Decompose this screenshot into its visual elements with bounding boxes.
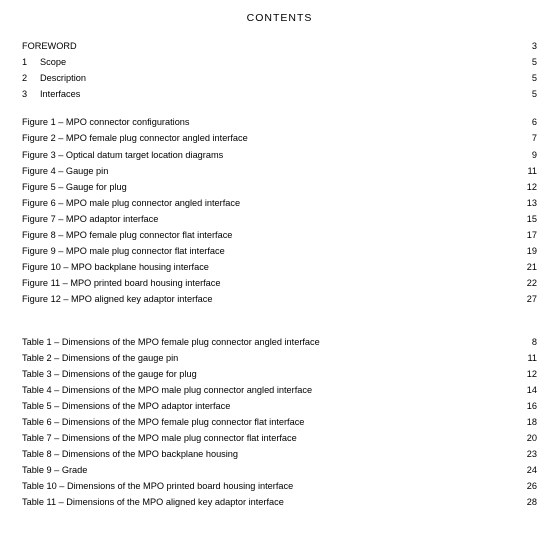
toc-number: 2: [22, 70, 40, 86]
toc-label: Figure 4 – Gauge pin: [22, 163, 108, 179]
toc-page: 20: [523, 430, 537, 446]
toc-entry: 1 Scope 5: [22, 54, 537, 70]
toc-page: 11: [523, 350, 537, 366]
toc-label: Table 5 – Dimensions of the MPO adaptor …: [22, 398, 230, 414]
toc-label: Table 10 – Dimensions of the MPO printed…: [22, 478, 293, 494]
toc-label: Table 3 – Dimensions of the gauge for pl…: [22, 366, 197, 382]
toc-label: Table 11 – Dimensions of the MPO aligned…: [22, 494, 284, 510]
toc-entry: Figure 6 – MPO male plug connector angle…: [22, 195, 537, 211]
toc-entry: Figure 3 – Optical datum target location…: [22, 147, 537, 163]
toc-label: Figure 12 – MPO aligned key adaptor inte…: [22, 291, 213, 307]
toc-label: Table 1 – Dimensions of the MPO female p…: [22, 334, 320, 350]
toc-page: 6: [523, 114, 537, 130]
toc-page: 23: [523, 446, 537, 462]
toc-label: Table 9 – Grade: [22, 462, 87, 478]
contents-page: CONTENTS FOREWORD 3 1 Scope 5 2 Descript…: [0, 0, 555, 554]
toc-entry: 3 Interfaces 5: [22, 86, 537, 102]
toc-page: 15: [523, 211, 537, 227]
toc-entry: Table 6 – Dimensions of the MPO female p…: [22, 414, 537, 430]
toc-page: 21: [523, 259, 537, 275]
toc-label: Table 8 – Dimensions of the MPO backplan…: [22, 446, 238, 462]
toc-entry: Table 9 – Grade 24: [22, 462, 537, 478]
toc-entry: Table 11 – Dimensions of the MPO aligned…: [22, 494, 537, 510]
spacer: [22, 308, 537, 334]
toc-entry: Figure 12 – MPO aligned key adaptor inte…: [22, 291, 537, 307]
toc-page: 18: [523, 414, 537, 430]
toc-label: Figure 7 – MPO adaptor interface: [22, 211, 158, 227]
toc-page: 22: [523, 275, 537, 291]
toc-entry: Table 5 – Dimensions of the MPO adaptor …: [22, 398, 537, 414]
toc-entry: Table 2 – Dimensions of the gauge pin 11: [22, 350, 537, 366]
toc-page: 24: [523, 462, 537, 478]
toc-entry: Figure 2 – MPO female plug connector ang…: [22, 130, 537, 146]
toc-label: Figure 5 – Gauge for plug: [22, 179, 127, 195]
toc-page: 11: [523, 163, 537, 179]
toc-label: Figure 8 – MPO female plug connector fla…: [22, 227, 232, 243]
toc-page: 8: [523, 334, 537, 350]
toc-page: 27: [523, 291, 537, 307]
toc-label: Figure 1 – MPO connector configurations: [22, 114, 190, 130]
toc-entry: Figure 5 – Gauge for plug 12: [22, 179, 537, 195]
toc-label: Figure 9 – MPO male plug connector flat …: [22, 243, 225, 259]
toc-label: Figure 3 – Optical datum target location…: [22, 147, 223, 163]
toc-label: Table 2 – Dimensions of the gauge pin: [22, 350, 178, 366]
toc-entry: Table 4 – Dimensions of the MPO male plu…: [22, 382, 537, 398]
toc-label: Scope: [40, 54, 66, 70]
toc-page: 16: [523, 398, 537, 414]
toc-entry: Figure 11 – MPO printed board housing in…: [22, 275, 537, 291]
toc-entry: Table 10 – Dimensions of the MPO printed…: [22, 478, 537, 494]
toc-page: 9: [523, 147, 537, 163]
toc-page: 13: [523, 195, 537, 211]
toc-number: 3: [22, 86, 40, 102]
toc-entry: Figure 9 – MPO male plug connector flat …: [22, 243, 537, 259]
toc-label: Figure 2 – MPO female plug connector ang…: [22, 130, 248, 146]
toc-label: Interfaces: [40, 86, 80, 102]
toc-page: 12: [523, 179, 537, 195]
toc-page: 7: [523, 130, 537, 146]
toc-page: 26: [523, 478, 537, 494]
toc-entry: Figure 10 – MPO backplane housing interf…: [22, 259, 537, 275]
page-title: CONTENTS: [22, 12, 537, 24]
toc-page: 19: [523, 243, 537, 259]
toc-page: 12: [523, 366, 537, 382]
toc-entry: Figure 8 – MPO female plug connector fla…: [22, 227, 537, 243]
toc-page: 5: [523, 86, 537, 102]
toc-label: FOREWORD: [22, 38, 77, 54]
toc-page: 5: [523, 54, 537, 70]
toc-page: 5: [523, 70, 537, 86]
toc-entry: Table 8 – Dimensions of the MPO backplan…: [22, 446, 537, 462]
toc-label: Description: [40, 70, 86, 86]
toc-entry: Figure 7 – MPO adaptor interface 15: [22, 211, 537, 227]
toc-page: 3: [523, 38, 537, 54]
toc-label: Figure 10 – MPO backplane housing interf…: [22, 259, 209, 275]
toc-label: Table 6 – Dimensions of the MPO female p…: [22, 414, 304, 430]
toc-entry: Figure 4 – Gauge pin 11: [22, 163, 537, 179]
toc-entry: 2 Description 5: [22, 70, 537, 86]
spacer: [22, 102, 537, 114]
toc-number: 1: [22, 54, 40, 70]
toc-entry: Table 7 – Dimensions of the MPO male plu…: [22, 430, 537, 446]
toc-entry: FOREWORD 3: [22, 38, 537, 54]
toc-label: Table 4 – Dimensions of the MPO male plu…: [22, 382, 312, 398]
toc-entry: Figure 1 – MPO connector configurations …: [22, 114, 537, 130]
toc-page: 14: [523, 382, 537, 398]
toc-label: Table 7 – Dimensions of the MPO male plu…: [22, 430, 297, 446]
toc-entry: Table 3 – Dimensions of the gauge for pl…: [22, 366, 537, 382]
toc-entry: Table 1 – Dimensions of the MPO female p…: [22, 334, 537, 350]
toc-page: 28: [523, 494, 537, 510]
toc-label: Figure 11 – MPO printed board housing in…: [22, 275, 221, 291]
toc-label: Figure 6 – MPO male plug connector angle…: [22, 195, 240, 211]
toc-page: 17: [523, 227, 537, 243]
